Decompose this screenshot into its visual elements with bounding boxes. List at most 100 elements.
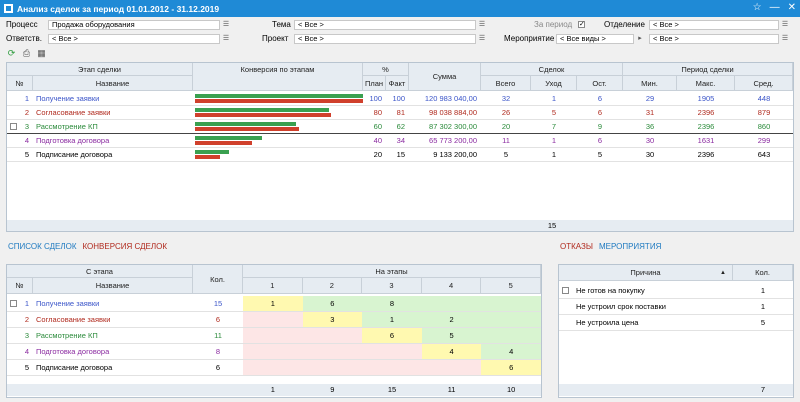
plan-pct: 80 xyxy=(373,108,382,117)
column-total: 1 xyxy=(270,385,275,394)
total-deals: 32 xyxy=(501,94,511,103)
table-row[interactable]: 2 Согласование заявки 6 3 1 2 xyxy=(7,312,541,328)
number-header: № xyxy=(7,278,33,294)
process-field[interactable]: Продажа оборудования xyxy=(48,20,220,30)
window-titlebar: Анализ сделок за период 01.01.2012 - 31.… xyxy=(0,0,800,17)
table-settings-icon[interactable]: ▦ xyxy=(37,48,46,58)
event-type-menu-icon[interactable]: ▸ xyxy=(638,35,642,42)
fact-bar xyxy=(195,99,363,103)
table-row[interactable]: 1 Получение заявки 15 1 6 8 xyxy=(7,296,541,312)
conversion-cell xyxy=(302,344,363,359)
row-number: 5 xyxy=(24,150,30,159)
to-stage-col-header: 3 xyxy=(362,278,422,294)
conversion-cell xyxy=(243,328,303,343)
project-field[interactable]: < Все > xyxy=(294,34,476,44)
row-qty: 6 xyxy=(215,315,221,324)
tab-events[interactable]: МЕРОПРИЯТИЯ xyxy=(598,242,662,251)
project-menu-icon[interactable]: ☰ xyxy=(478,35,486,42)
sum-value: 65 773 200,00 xyxy=(429,136,477,145)
left-deals: 7 xyxy=(551,122,557,131)
print-icon[interactable]: ⎙ xyxy=(22,48,31,58)
table-row[interactable]: Не устроил срок поставки 1 xyxy=(559,299,793,315)
department-field[interactable]: < Все > xyxy=(649,20,779,30)
stage-header: Этап сделки xyxy=(7,63,193,76)
responsible-label: Ответств. xyxy=(6,34,42,43)
right-tabs: ОТКАЗЫ МЕРОПРИЯТИЯ xyxy=(560,242,661,251)
table-row[interactable]: 4 Подготовка договора 40 34 65 773 200,00 11 1… xyxy=(7,134,793,148)
sort-triangle-icon[interactable]: ▲ xyxy=(720,269,726,276)
process-menu-icon[interactable]: ☰ xyxy=(222,21,230,28)
min-days: 36 xyxy=(645,122,655,131)
total-deals: 11 xyxy=(502,136,510,145)
responsible-field[interactable]: < Все > xyxy=(48,34,220,44)
fact-header: Факт xyxy=(386,76,409,91)
left-tabs: СПИСОК СДЕЛОК КОНВЕРСИЯ СДЕЛОК xyxy=(8,242,167,251)
table-row[interactable]: Не устроила цена 5 xyxy=(559,315,793,331)
refresh-icon[interactable]: ⟳ xyxy=(7,48,16,58)
to-stage-col-header: 2 xyxy=(302,278,363,294)
tab-deal-conversion[interactable]: КОНВЕРСИЯ СДЕЛОК xyxy=(82,242,167,251)
stage-name: Получение заявки xyxy=(36,94,100,103)
left-header: Уход xyxy=(531,76,577,91)
row-checkbox[interactable] xyxy=(10,300,17,307)
avg-header: Сред. xyxy=(735,76,793,91)
event-field[interactable]: < Все > xyxy=(649,34,779,44)
fact-pct: 100 xyxy=(392,94,405,103)
conversion-cell xyxy=(362,344,422,359)
deals-header: Сделок xyxy=(481,63,623,76)
table-row[interactable]: 2 Согласование заявки 80 81 98 038 884,00 26 5… xyxy=(7,106,793,120)
row-qty: 15 xyxy=(213,299,223,308)
avg-days: 448 xyxy=(757,94,771,103)
row-checkbox[interactable] xyxy=(10,123,17,130)
theme-menu-icon[interactable]: ☰ xyxy=(478,21,486,28)
minimize-button[interactable]: — xyxy=(769,2,780,13)
plan-bar xyxy=(195,94,363,98)
reason-name: Не устроил срок поставки xyxy=(576,302,666,311)
rest-deals: 9 xyxy=(597,122,603,131)
table-row[interactable]: 5 Подписание договора 6 6 xyxy=(7,360,541,376)
tab-deal-list[interactable]: СПИСОК СДЕЛОК xyxy=(8,242,77,251)
conversion-cell xyxy=(421,296,482,311)
responsible-menu-icon[interactable]: ☰ xyxy=(222,35,230,42)
table-row[interactable]: Не готов на покупку 1 xyxy=(559,283,793,299)
row-qty: 6 xyxy=(215,363,221,372)
conversion-cell xyxy=(481,328,541,343)
period-checkbox[interactable]: ✓ xyxy=(578,21,585,28)
event-menu-icon[interactable]: ☰ xyxy=(781,35,789,42)
favorite-star-icon[interactable]: ☆ xyxy=(752,2,762,13)
percent-header: % xyxy=(363,63,409,76)
row-checkbox[interactable] xyxy=(562,287,569,294)
conversion-cell xyxy=(302,328,363,343)
row-qty: 11 xyxy=(214,331,222,340)
stages-grid: Этап сделки № Название Конверсия по этап… xyxy=(6,62,794,232)
toolbar: ⟳ ⎙ ▦ xyxy=(6,48,47,59)
table-row[interactable]: 5 Подписание договора 20 15 9 133 200,00 5 1 5 3… xyxy=(7,148,793,162)
department-label: Отделение xyxy=(604,20,645,29)
conversion-cell xyxy=(302,360,363,375)
fact-bar xyxy=(195,127,300,131)
fact-pct: 34 xyxy=(396,136,405,145)
reason-qty: 1 xyxy=(760,302,766,311)
stage-name: Рассмотрение КП xyxy=(36,122,98,131)
number-header: № xyxy=(7,76,33,91)
conversion-cell: 8 xyxy=(362,296,422,311)
conversion-cell: 4 xyxy=(481,344,541,359)
theme-field[interactable]: < Все > xyxy=(294,20,476,30)
row-number: 3 xyxy=(24,122,30,131)
min-days: 30 xyxy=(645,150,655,159)
table-row[interactable]: 3 Рассмотрение КП 11 6 5 xyxy=(7,328,541,344)
table-row[interactable]: 4 Подготовка договора 8 4 4 xyxy=(7,344,541,360)
fact-bar xyxy=(195,155,221,159)
department-menu-icon[interactable]: ☰ xyxy=(781,21,789,28)
tab-refusals[interactable]: ОТКАЗЫ xyxy=(560,242,593,251)
conversion-cell xyxy=(481,296,541,311)
reason-qty: 5 xyxy=(760,318,766,327)
conversion-cell: 5 xyxy=(421,328,482,343)
event-type-field[interactable]: < Все виды > xyxy=(556,34,634,44)
close-button[interactable]: ✕ xyxy=(787,2,796,13)
column-total: 15 xyxy=(387,385,397,394)
table-row[interactable]: 3 Рассмотрение КП 60 62 87 302 300,00 20 7 9 36 2… xyxy=(7,120,793,134)
table-row[interactable]: 1 Получение заявки 100 100 120 983 040,00 32 1… xyxy=(7,92,793,106)
qty-header: Кол. xyxy=(193,265,243,294)
conversion-cell: 4 xyxy=(421,344,482,359)
